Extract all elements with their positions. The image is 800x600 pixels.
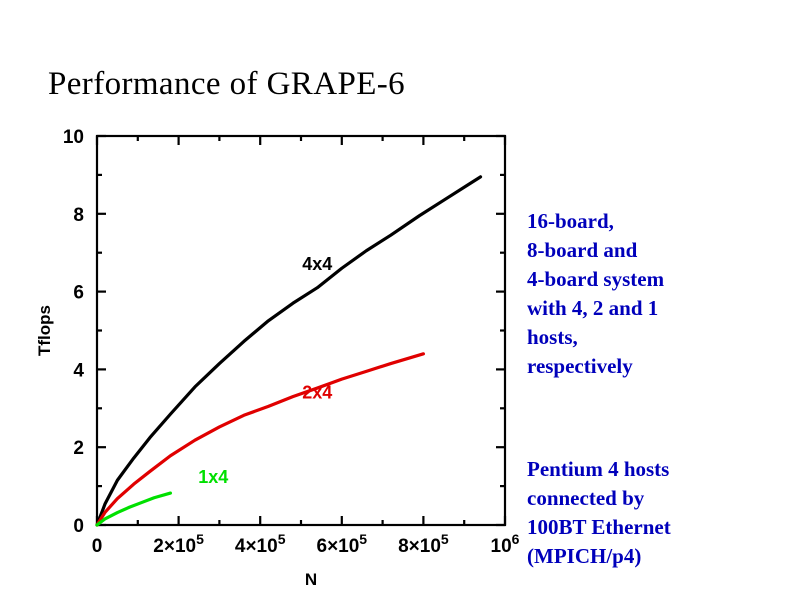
x-axis-title: N [305,570,317,589]
series-label-2x4: 2x4 [302,383,332,403]
x-axis-tick-label: 2×105 [153,531,204,557]
x-axis-tick-label: 6×105 [317,531,368,557]
series-label-1x4: 1x4 [198,467,228,487]
y-axis-title: Tflops [35,305,54,356]
annotation-text-network-config: Pentium 4 hosts connected by 100BT Ether… [527,457,671,568]
series-label-4x4: 4x4 [302,254,332,274]
y-axis-tick-label: 6 [73,283,84,304]
y-axis-tick-label: 4 [73,360,84,381]
series-line-2x4 [95,352,425,527]
y-axis-tick-label: 2 [73,438,84,459]
series-line-1x4 [95,491,173,527]
x-axis-tick-label: 106 [491,531,520,557]
page-title: Performance of GRAPE-6 [48,66,406,102]
series-line-4x4 [95,175,483,527]
x-axis-tick-label: 8×105 [398,531,449,557]
y-axis-tick-label: 8 [73,205,84,226]
x-axis-tick-label: 4×105 [235,531,286,557]
x-axis-tick-label: 0 [92,536,103,557]
y-axis-tick-label: 10 [63,127,84,148]
y-axis-tick-label: 0 [73,516,84,537]
annotation-text-system-config: 16-board, 8-board and 4-board system wit… [527,209,665,378]
